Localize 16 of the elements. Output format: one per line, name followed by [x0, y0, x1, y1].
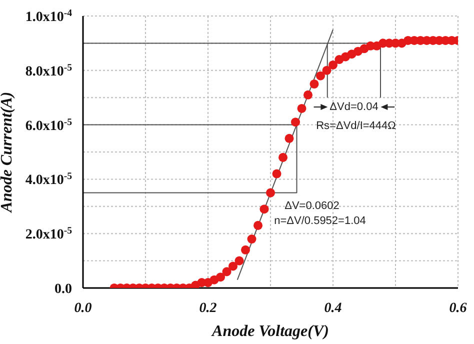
x-tick-label: 0.4: [324, 301, 342, 316]
annotation: n=ΔV/0.5952=1.04: [274, 215, 366, 227]
y-tick-label: 4.0x10$^{-5}$: [25, 170, 72, 188]
x-axis-title: Anode Voltage(V): [211, 323, 329, 340]
y-tick-label: 2.0x10$^{-5}$: [25, 225, 72, 243]
x-tick-label: 0.0: [74, 301, 92, 316]
annotation: Rs=ΔVd/I=444Ω: [316, 120, 396, 132]
y-tick-label: 6.0x10$^{-5}$: [25, 116, 72, 134]
y-tick-label: 1.0x10$^{-4}$: [25, 8, 72, 25]
annotation: ΔV=0.0602: [284, 200, 340, 212]
x-tick-label: 0.2: [199, 301, 217, 316]
annotation: ΔVd=0.04: [330, 101, 378, 113]
y-tick-label: 0.0: [54, 282, 72, 297]
x-tick-label: 0.6: [449, 301, 467, 316]
y-axis-title: Anode Current(A): [0, 92, 16, 214]
y-tick-label: 8.0x10$^{-5}$: [25, 62, 72, 80]
